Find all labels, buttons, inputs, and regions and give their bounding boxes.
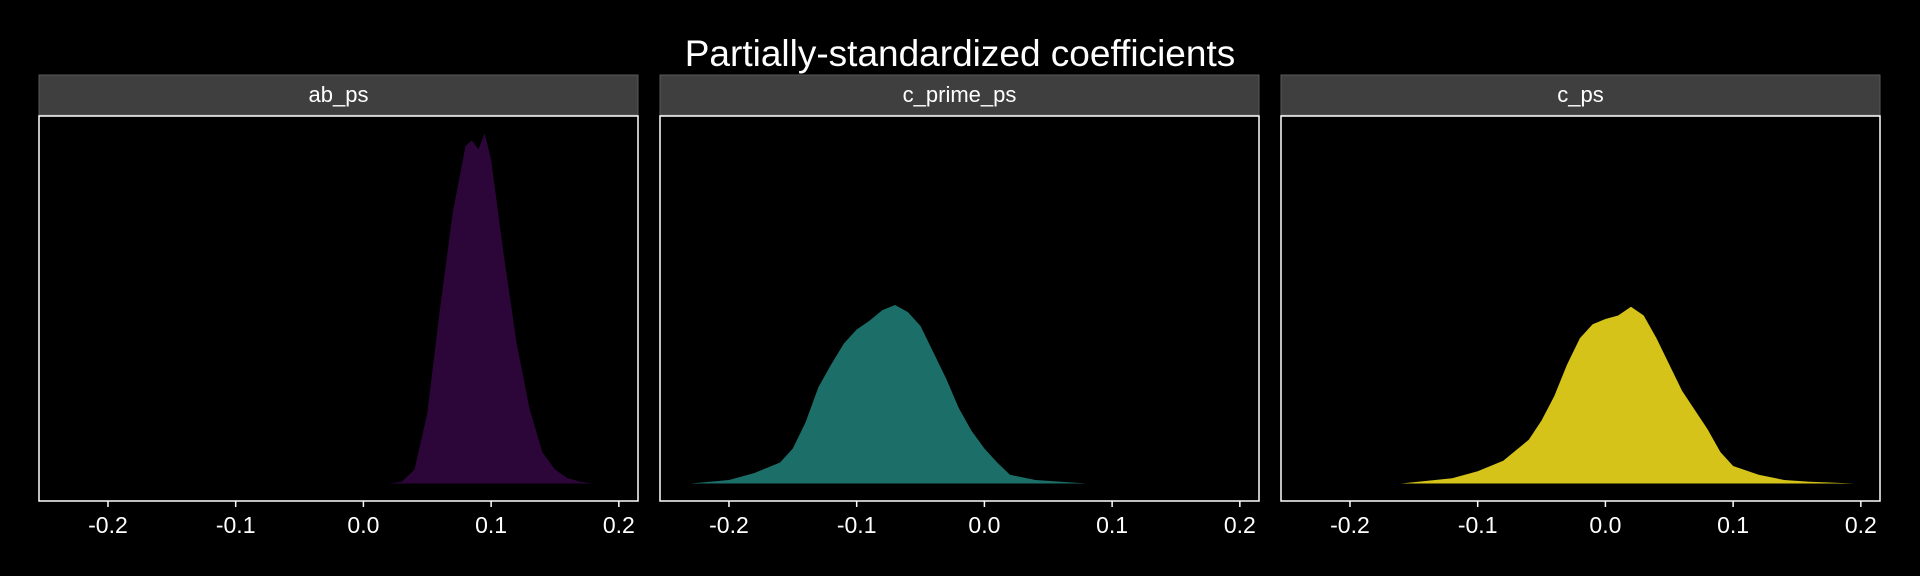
x-tick-label: -0.1 [837,512,877,538]
panel-border [659,115,1260,502]
x-tick-label: 0.0 [1589,512,1621,538]
x-tick-label: -0.1 [216,512,256,538]
x-tick-label: 0.1 [475,512,507,538]
x-tick-label: 0.2 [1224,512,1256,538]
density-area [690,305,1087,484]
chart-title: Partially-standardized coefficients [685,33,1235,74]
x-tick-label: 0.1 [1096,512,1128,538]
x-tick-label: 0.0 [968,512,1000,538]
panel-border [38,115,639,502]
panel-border [1280,115,1881,502]
x-tick-label: 0.1 [1717,512,1749,538]
x-tick-label: -0.2 [1330,512,1370,538]
x-tick-label: 0.2 [603,512,635,538]
strip-label: c_prime_ps [903,82,1017,107]
strip [38,74,639,116]
strip [1280,74,1881,116]
panel [39,116,638,501]
strip-label: c_ps [1557,82,1603,107]
density-area [388,133,594,484]
strip [659,74,1260,116]
x-tick-label: 0.0 [347,512,379,538]
x-tick-label: -0.1 [1458,512,1498,538]
x-tick-label: -0.2 [88,512,128,538]
strip-label: ab_ps [309,82,369,107]
x-tick-label: -0.2 [709,512,749,538]
density-area [1401,306,1855,484]
x-tick-label: 0.2 [1845,512,1877,538]
